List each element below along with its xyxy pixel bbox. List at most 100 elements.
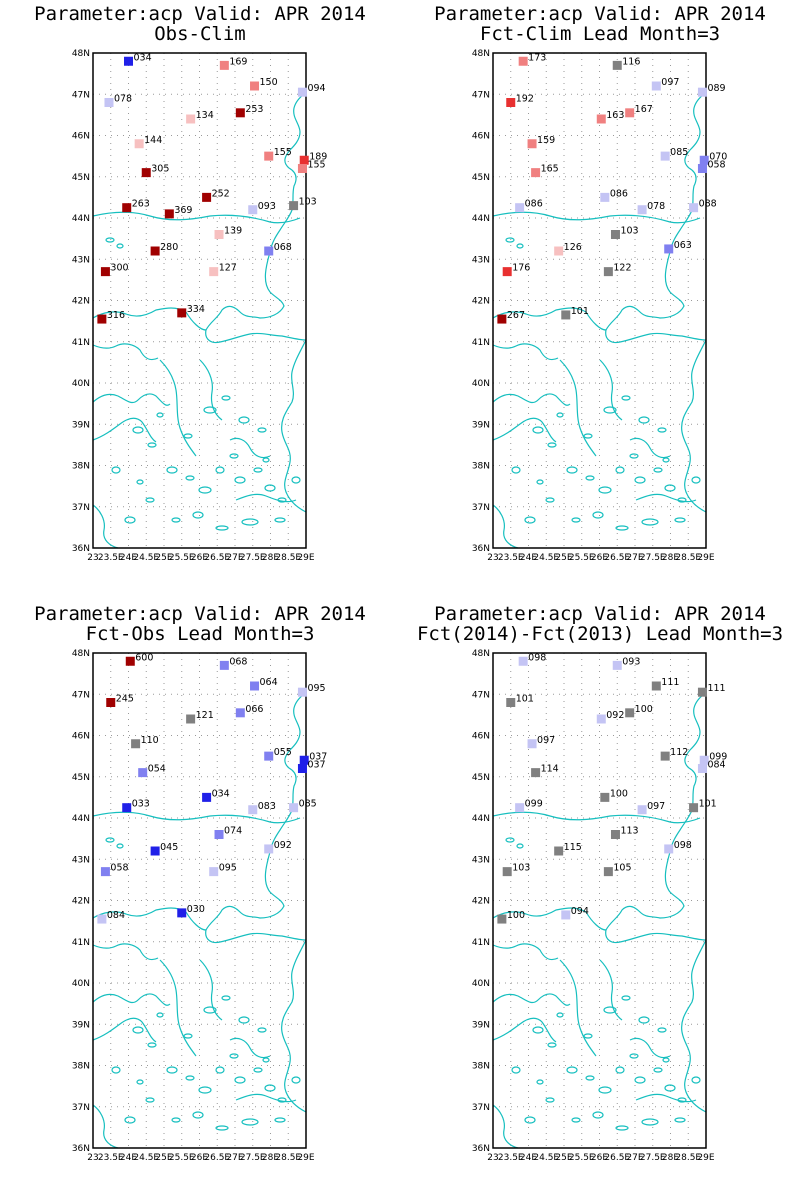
lat-tick-label: 48N: [72, 649, 90, 659]
station-marker: 094: [561, 906, 589, 920]
station-square: [527, 139, 537, 149]
station-value-label: 253: [245, 104, 263, 115]
lon-tick-label: 28.5E: [675, 553, 701, 563]
coastline-group: [492, 691, 707, 1149]
coastline: [681, 939, 707, 1113]
island: [571, 1117, 581, 1123]
station-marker: 099: [515, 799, 543, 813]
coastline: [492, 307, 587, 319]
station-square: [97, 914, 107, 924]
station-marker: 114: [531, 764, 559, 778]
station-square: [264, 246, 274, 256]
station-square: [689, 803, 699, 813]
lat-tick-label: 45N: [472, 773, 490, 783]
lon-tick-label: 23: [487, 553, 498, 563]
lat-tick-label: 48N: [472, 49, 490, 59]
coastline-group: [492, 91, 707, 549]
lat-tick-label: 39N: [472, 420, 490, 430]
station-marker: 058: [697, 160, 726, 173]
station-square: [264, 844, 274, 854]
station-square: [186, 114, 196, 124]
lat-tick-label: 39N: [72, 420, 90, 430]
lat-tick-label: 38N: [472, 462, 490, 472]
station-square: [610, 230, 620, 239]
island: [532, 426, 544, 434]
station-marker: 037: [299, 751, 327, 765]
station-marker: 263: [122, 199, 150, 213]
island: [629, 453, 639, 459]
coastline: [559, 959, 597, 1057]
station-marker: 116: [612, 56, 640, 70]
island: [547, 1042, 557, 1048]
station-marker: 127: [209, 263, 237, 277]
island: [638, 1016, 650, 1024]
lon-tick-label: 27E: [226, 1153, 243, 1163]
station-marker: 121: [186, 710, 214, 724]
station-marker: 093: [612, 656, 640, 670]
island: [691, 1076, 701, 1084]
island: [262, 457, 270, 463]
island: [657, 1027, 667, 1033]
station-value-label: 105: [613, 863, 631, 874]
island: [291, 1076, 301, 1084]
island: [241, 1118, 259, 1126]
island: [615, 466, 625, 474]
panel-subtitle: Fct(2014)-Fct(2013) Lead Month=3: [416, 623, 784, 645]
coastline: [92, 1104, 119, 1149]
station-square: [150, 246, 160, 256]
island: [598, 486, 612, 494]
station-marker: 600: [125, 652, 153, 666]
station-square: [697, 87, 707, 97]
station-marker: 030: [177, 904, 205, 918]
island: [657, 427, 667, 433]
coastline: [199, 959, 223, 1021]
coastline: [92, 393, 171, 406]
station-square: [138, 768, 148, 778]
station-square: [596, 114, 606, 124]
station-value-label: 113: [620, 826, 638, 837]
station-value-label: 165: [541, 164, 559, 175]
station-value-label: 100: [635, 704, 653, 715]
island: [585, 475, 595, 481]
lon-tick-label: 28E: [662, 553, 679, 563]
island: [524, 516, 536, 524]
coastline: [281, 939, 307, 1113]
lat-tick-label: 37N: [72, 503, 90, 513]
station-square: [141, 168, 151, 178]
station-marker: 111: [651, 677, 679, 691]
lat-tick-label: 42N: [72, 897, 90, 907]
lon-tick-label: 28E: [662, 1153, 679, 1163]
station-marker: 134: [186, 110, 214, 124]
island: [185, 475, 195, 481]
station-value-label: 169: [229, 56, 247, 67]
station-square: [164, 209, 174, 219]
station-square: [554, 246, 564, 256]
station-value-label: 159: [537, 135, 555, 146]
island: [156, 1012, 164, 1018]
station-square: [219, 660, 229, 670]
station-value-label: 103: [512, 863, 530, 874]
island: [621, 995, 631, 1001]
station-marker: 074: [214, 826, 242, 839]
lon-tick-label: 28E: [262, 553, 279, 563]
station-marker: 100: [625, 704, 653, 718]
coastline: [205, 251, 307, 344]
station-square: [219, 60, 229, 70]
station-square: [637, 805, 647, 815]
station-value-label: 058: [110, 863, 128, 874]
coastline: [281, 339, 307, 513]
island: [662, 1057, 670, 1063]
lon-tick-label: 25.5E: [169, 553, 195, 563]
station-square: [515, 803, 525, 813]
island: [262, 1057, 270, 1063]
station-marker: 101: [689, 799, 717, 813]
panel-title: Parameter:acp Valid: APR 2014: [34, 3, 366, 25]
island: [598, 1086, 612, 1094]
island: [511, 466, 521, 474]
station-value-label: 092: [606, 710, 624, 721]
island: [505, 837, 515, 843]
coastline: [605, 251, 707, 344]
station-marker: 098: [664, 840, 692, 854]
lat-tick-label: 40N: [72, 379, 90, 389]
lat-tick-label: 47N: [472, 90, 490, 100]
